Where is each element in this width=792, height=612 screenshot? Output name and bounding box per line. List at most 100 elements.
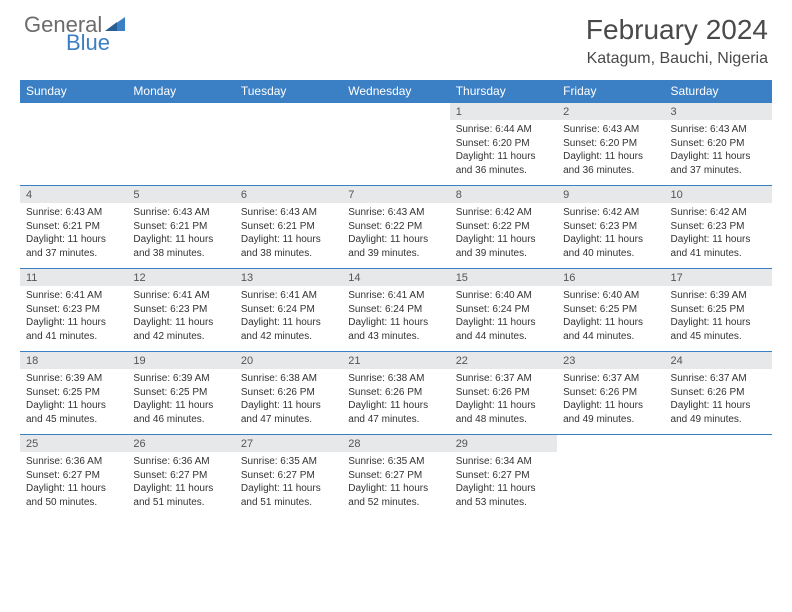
day-29-number: 29 [450,435,557,453]
day-4-number: 4 [20,186,127,204]
daylight-line: Daylight: 11 hours and 39 minutes. [348,233,443,260]
day-23-info: Sunrise: 6:37 AMSunset: 6:26 PMDaylight:… [557,369,664,435]
daylight-line: Daylight: 11 hours and 50 minutes. [26,482,121,509]
empty-cell [342,103,449,121]
day-12-info: Sunrise: 6:41 AMSunset: 6:23 PMDaylight:… [127,286,234,352]
daylight-line: Daylight: 11 hours and 43 minutes. [348,316,443,343]
day-22-number: 22 [450,352,557,370]
empty-cell [235,103,342,121]
daylight-line: Daylight: 11 hours and 38 minutes. [133,233,228,260]
sunrise-line: Sunrise: 6:37 AM [563,372,658,386]
day-29-info: Sunrise: 6:34 AMSunset: 6:27 PMDaylight:… [450,452,557,517]
daylight-line: Daylight: 11 hours and 49 minutes. [671,399,766,426]
calendar-table: SundayMondayTuesdayWednesdayThursdayFrid… [20,80,772,517]
daylight-line: Daylight: 11 hours and 52 minutes. [348,482,443,509]
sunrise-line: Sunrise: 6:43 AM [671,123,766,137]
day-27-info: Sunrise: 6:35 AMSunset: 6:27 PMDaylight:… [235,452,342,517]
day-26-number: 26 [127,435,234,453]
day-8-info: Sunrise: 6:42 AMSunset: 6:22 PMDaylight:… [450,203,557,269]
day-9-info: Sunrise: 6:42 AMSunset: 6:23 PMDaylight:… [557,203,664,269]
sunset-line: Sunset: 6:25 PM [133,386,228,400]
day-5-info: Sunrise: 6:43 AMSunset: 6:21 PMDaylight:… [127,203,234,269]
day-header-wednesday: Wednesday [342,80,449,103]
day-20-info: Sunrise: 6:38 AMSunset: 6:26 PMDaylight:… [235,369,342,435]
day-14-number: 14 [342,269,449,287]
sunrise-line: Sunrise: 6:39 AM [671,289,766,303]
sunset-line: Sunset: 6:26 PM [348,386,443,400]
sunrise-line: Sunrise: 6:37 AM [456,372,551,386]
sunrise-line: Sunrise: 6:41 AM [348,289,443,303]
sunrise-line: Sunrise: 6:38 AM [348,372,443,386]
daylight-line: Daylight: 11 hours and 37 minutes. [671,150,766,177]
daylight-line: Daylight: 11 hours and 48 minutes. [456,399,551,426]
sunrise-line: Sunrise: 6:36 AM [26,455,121,469]
day-25-number: 25 [20,435,127,453]
empty-cell [127,103,234,121]
sunset-line: Sunset: 6:26 PM [456,386,551,400]
week-2-info-row: Sunrise: 6:41 AMSunset: 6:23 PMDaylight:… [20,286,772,352]
day-5-number: 5 [127,186,234,204]
day-header-sunday: Sunday [20,80,127,103]
day-10-number: 10 [665,186,772,204]
header: GeneralBlue February 2024 Katagum, Bauch… [0,0,792,74]
day-25-info: Sunrise: 6:36 AMSunset: 6:27 PMDaylight:… [20,452,127,517]
week-2-num-row: 11121314151617 [20,269,772,287]
sunset-line: Sunset: 6:24 PM [241,303,336,317]
day-1-number: 1 [450,103,557,121]
week-1-info-row: Sunrise: 6:43 AMSunset: 6:21 PMDaylight:… [20,203,772,269]
day-2-number: 2 [557,103,664,121]
daylight-line: Daylight: 11 hours and 41 minutes. [671,233,766,260]
day-header-thursday: Thursday [450,80,557,103]
daylight-line: Daylight: 11 hours and 39 minutes. [456,233,551,260]
sunset-line: Sunset: 6:21 PM [133,220,228,234]
daylight-line: Daylight: 11 hours and 49 minutes. [563,399,658,426]
daylight-line: Daylight: 11 hours and 51 minutes. [133,482,228,509]
day-26-info: Sunrise: 6:36 AMSunset: 6:27 PMDaylight:… [127,452,234,517]
sunrise-line: Sunrise: 6:43 AM [563,123,658,137]
sunrise-line: Sunrise: 6:40 AM [563,289,658,303]
week-1-num-row: 45678910 [20,186,772,204]
sunset-line: Sunset: 6:26 PM [563,386,658,400]
week-0-info-row: Sunrise: 6:44 AMSunset: 6:20 PMDaylight:… [20,120,772,186]
daylight-line: Daylight: 11 hours and 44 minutes. [456,316,551,343]
sunset-line: Sunset: 6:23 PM [563,220,658,234]
day-17-info: Sunrise: 6:39 AMSunset: 6:25 PMDaylight:… [665,286,772,352]
sunrise-line: Sunrise: 6:41 AM [241,289,336,303]
sunset-line: Sunset: 6:24 PM [348,303,443,317]
daylight-line: Daylight: 11 hours and 42 minutes. [133,316,228,343]
sunrise-line: Sunrise: 6:38 AM [241,372,336,386]
daylight-line: Daylight: 11 hours and 45 minutes. [671,316,766,343]
sunrise-line: Sunrise: 6:43 AM [133,206,228,220]
day-7-info: Sunrise: 6:43 AMSunset: 6:22 PMDaylight:… [342,203,449,269]
day-6-info: Sunrise: 6:43 AMSunset: 6:21 PMDaylight:… [235,203,342,269]
week-3-num-row: 18192021222324 [20,352,772,370]
sunrise-line: Sunrise: 6:42 AM [563,206,658,220]
sunset-line: Sunset: 6:21 PM [26,220,121,234]
day-14-info: Sunrise: 6:41 AMSunset: 6:24 PMDaylight:… [342,286,449,352]
sunrise-line: Sunrise: 6:43 AM [241,206,336,220]
day-2-info: Sunrise: 6:43 AMSunset: 6:20 PMDaylight:… [557,120,664,186]
sunrise-line: Sunrise: 6:39 AM [133,372,228,386]
day-6-number: 6 [235,186,342,204]
sunset-line: Sunset: 6:24 PM [456,303,551,317]
sunset-line: Sunset: 6:26 PM [671,386,766,400]
sunset-line: Sunset: 6:23 PM [671,220,766,234]
day-header-tuesday: Tuesday [235,80,342,103]
week-4-num-row: 2526272829 [20,435,772,453]
sunset-line: Sunset: 6:22 PM [348,220,443,234]
sunrise-line: Sunrise: 6:42 AM [456,206,551,220]
sunset-line: Sunset: 6:26 PM [241,386,336,400]
sunrise-line: Sunrise: 6:34 AM [456,455,551,469]
day-16-info: Sunrise: 6:40 AMSunset: 6:25 PMDaylight:… [557,286,664,352]
month-title: February 2024 [586,14,768,46]
day-4-info: Sunrise: 6:43 AMSunset: 6:21 PMDaylight:… [20,203,127,269]
day-28-info: Sunrise: 6:35 AMSunset: 6:27 PMDaylight:… [342,452,449,517]
day-22-info: Sunrise: 6:37 AMSunset: 6:26 PMDaylight:… [450,369,557,435]
sunset-line: Sunset: 6:27 PM [456,469,551,483]
empty-cell [557,452,664,517]
daylight-line: Daylight: 11 hours and 37 minutes. [26,233,121,260]
sunrise-line: Sunrise: 6:35 AM [348,455,443,469]
day-3-number: 3 [665,103,772,121]
empty-cell [235,120,342,186]
sunrise-line: Sunrise: 6:43 AM [348,206,443,220]
